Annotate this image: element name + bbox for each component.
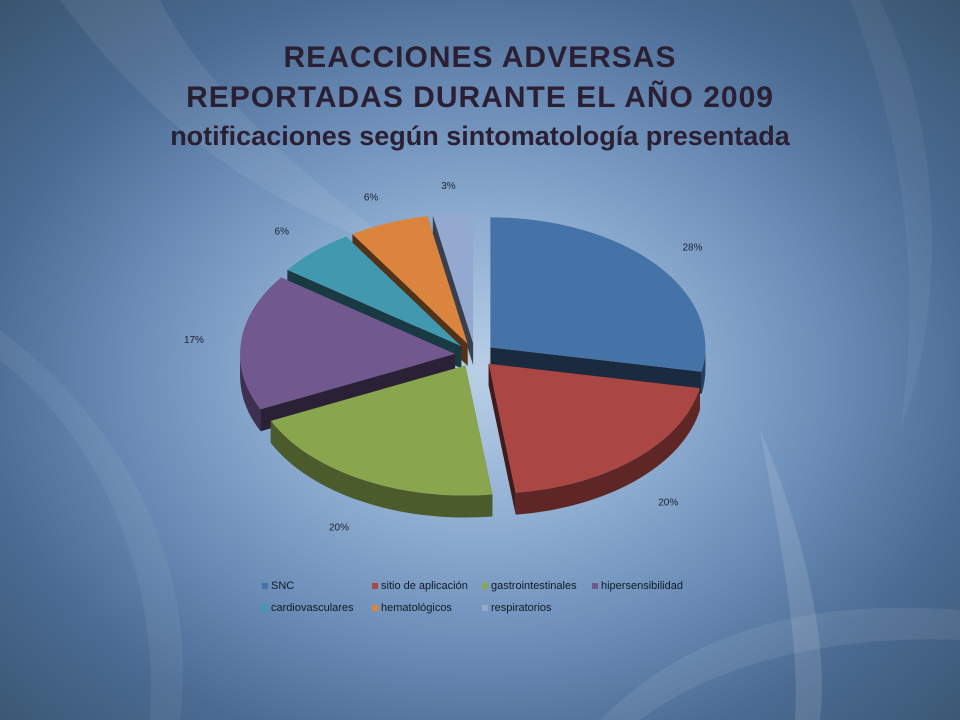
legend-item: gastrointestinales [482,580,592,592]
legend-swatch [592,583,598,589]
pie-slice-side [240,353,261,432]
legend-swatch [262,605,268,611]
legend-label: hipersensibilidad [601,580,683,592]
slide-title: REACCIONES ADVERSAS REPORTADAS DURANTE E… [0,38,960,154]
legend-item: hipersensibilidad [592,580,722,592]
data-label: 20% [329,522,349,533]
legend-item: cardiovasculares [262,602,372,614]
title-line-1: REACCIONES ADVERSAS [283,41,677,74]
pie-slice-wall [432,215,474,366]
title-line-3: notificaciones según sintomatología pres… [170,121,790,151]
legend-label: cardiovasculares [271,602,354,614]
legend-row: SNC sitio de aplicación gastrointestinales… [262,575,722,597]
pie-slice-side [701,347,706,394]
legend-label: gastrointestinales [491,580,577,592]
pie-slice-side [270,420,493,518]
pie-slice-top [490,217,706,372]
pie-slice-3 [270,365,493,518]
data-label: 3% [441,181,456,192]
data-label: 17% [184,335,204,346]
legend-swatch [262,583,268,589]
data-label: 6% [364,192,379,203]
legend-swatch [372,583,378,589]
pie-slice-top [287,236,462,347]
legend-swatch [482,583,488,589]
pie-slice-top [488,363,700,493]
legend-item: SNC [262,580,372,592]
chart-legend: SNC sitio de aplicación gastrointestinales… [262,575,722,619]
pie-slice-wall [490,347,702,394]
legend-swatch [482,605,488,611]
pie-slice-2 [488,363,700,515]
pie-slice-top [270,365,493,496]
legend-item: respiratorios [482,602,592,614]
title-line-2: REPORTADAS DURANTE EL AÑO 2009 [186,81,774,114]
data-label: 6% [275,227,290,238]
legend-row: cardiovasculares hematológicos respiratori… [262,597,722,619]
pie-slice-wall [488,363,516,515]
pie-slice-1 [490,217,706,394]
data-label: 28% [683,242,703,253]
pie-slice-top [432,213,474,344]
pie-slice-7 [432,213,474,366]
data-label: 20% [658,497,678,508]
pie-slice-top [240,277,456,410]
legend-item: sitio de aplicación [372,580,482,592]
legend-label: hematológicos [381,602,452,614]
legend-label: respiratorios [491,602,552,614]
legend-label: sitio de aplicación [381,580,468,592]
legend-label: SNC [271,580,295,592]
pie-slice-side [515,388,700,515]
legend-item: hematológicos [372,602,482,614]
legend-swatch [372,605,378,611]
pie-slice-top [352,216,468,344]
